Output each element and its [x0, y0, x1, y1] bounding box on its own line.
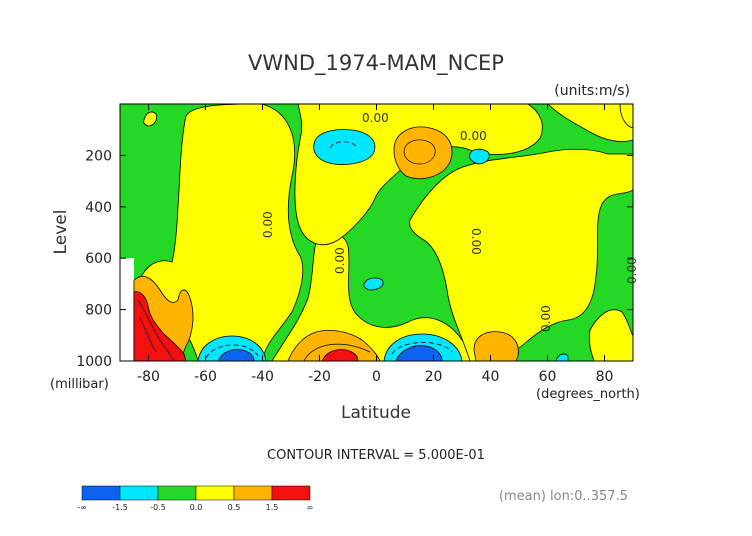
colorbar-swatch	[271, 485, 311, 501]
colorbar-tick-label: ∞	[307, 503, 314, 512]
negative-contour-north-low	[391, 342, 453, 355]
orange-region-north-low	[473, 331, 519, 361]
colorbar-swatch	[157, 485, 197, 501]
x-axis-title: Latitude	[341, 403, 411, 423]
below-ground-mask	[120, 258, 134, 361]
zero-label-north-edge: 0.00	[625, 257, 639, 284]
cyan-region-north-upper	[469, 148, 490, 165]
positive-contour-subtropics	[303, 343, 371, 361]
red-region-antarctic	[133, 291, 187, 361]
colorbar-tick-label: -∞	[77, 503, 87, 512]
zero-contour-labels: 0.00 0.00 0.00 0.00 0.00 0.00 0.00	[261, 111, 639, 332]
positive-contour-antarctic-1	[137, 299, 175, 361]
y-unit-label: (millibar)	[50, 377, 109, 392]
colorbar-tick-label: -0.5	[150, 503, 166, 512]
yellow-region-southern-midlat	[133, 104, 304, 361]
orange-region-south-subtropics-low	[287, 330, 381, 361]
chart-title: VWND_1974-MAM_NCEP	[248, 51, 504, 76]
blue-region-north-low	[395, 345, 443, 361]
positive-contour-antarctic-2	[139, 317, 157, 353]
orange-region-upper-north	[393, 126, 453, 179]
yellow-region-north-upper-edge	[547, 104, 633, 142]
units-label: (units:m/s)	[554, 83, 630, 99]
x-tick-label: -20	[308, 369, 331, 385]
colorbar-tick-label: -1.5	[112, 503, 128, 512]
y-tick-label: 800	[85, 303, 112, 319]
yellow-region-northern-midlat	[409, 148, 633, 361]
y-tick-label: 600	[85, 251, 112, 267]
x-tick-label: 20	[425, 369, 443, 385]
zero-label-south-mid: 0.00	[261, 211, 275, 238]
red-region-south-subtropics	[321, 349, 359, 361]
x-tick-label: 80	[596, 369, 614, 385]
blue-region-south-low	[217, 349, 255, 361]
y-tick-label: 1000	[76, 354, 112, 370]
colorbar: -∞ -1.5 -0.5 0.0 0.5 1.5 ∞	[77, 485, 314, 512]
x-tick-label: 0	[372, 369, 381, 385]
colorbar-tick-label: 0.5	[228, 503, 241, 512]
colorbar-tick-label: 1.5	[266, 503, 279, 512]
cyan-region-north-edge	[555, 353, 569, 361]
y-axis: 200 400 600 800 1000	[76, 148, 633, 370]
cyan-region-mid	[363, 277, 384, 291]
x-tick-label: -60	[194, 369, 217, 385]
cyan-region-south-upper	[313, 129, 376, 165]
x-tick-label: -40	[251, 369, 274, 385]
colorbar-swatch	[233, 485, 273, 501]
yellow-region-north-tip	[619, 104, 633, 129]
x-tick-label: 40	[482, 369, 500, 385]
zero-label-subtropic-south: 0.00	[333, 247, 347, 274]
y-tick-label: 200	[85, 148, 112, 164]
y-tick-label: 400	[85, 200, 112, 216]
x-tick-label: -80	[137, 369, 160, 385]
footer-note: (mean) lon:0..357.5	[499, 489, 628, 504]
colorbar-swatch	[81, 485, 121, 501]
zero-label-upper-north: 0.00	[460, 129, 487, 143]
colorbar-swatch	[195, 485, 235, 501]
yellow-region-small-south	[143, 111, 157, 127]
colorbar-swatch	[119, 485, 159, 501]
negative-contour-south-upper	[329, 141, 357, 149]
plot-area: 0.00 0.00 0.00 0.00 0.00 0.00 0.00	[119, 103, 639, 362]
x-axis: -80 -60 -40 -20 0 20 40 60 80	[137, 104, 613, 385]
contour-interval-label: CONTOUR INTERVAL = 5.000E-01	[267, 448, 485, 463]
zero-label-top: 0.00	[362, 111, 389, 125]
yellow-region-north-low	[588, 309, 633, 361]
x-tick-label: 60	[539, 369, 557, 385]
zero-label-north-low: 0.00	[539, 305, 553, 332]
x-unit-label: (degrees_north)	[536, 387, 640, 402]
positive-contour-upper-north	[403, 139, 436, 165]
y-axis-title: Level	[51, 210, 71, 255]
zero-label-north-mid: 0.00	[469, 228, 483, 255]
colorbar-tick-label: 0.0	[190, 503, 203, 512]
yellow-region-subtropics-south	[271, 230, 481, 361]
